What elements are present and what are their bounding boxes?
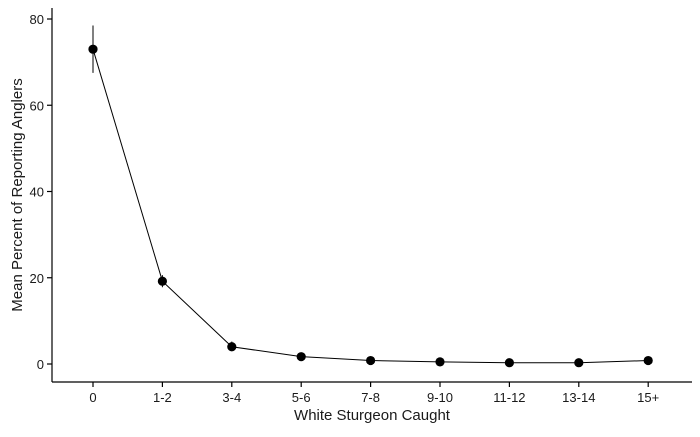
x-tick-label: 13-14 <box>562 390 595 405</box>
x-axis-label: White Sturgeon Caught <box>294 407 451 424</box>
y-tick-label: 80 <box>30 12 44 27</box>
x-tick-label: 3-4 <box>222 390 241 405</box>
data-point <box>296 352 306 362</box>
y-tick-label: 0 <box>37 357 44 372</box>
y-tick-label: 40 <box>30 185 44 200</box>
data-point <box>435 357 445 367</box>
data-point <box>366 355 376 366</box>
data-series <box>88 25 653 368</box>
data-point <box>574 358 584 368</box>
data-point <box>157 276 167 286</box>
y-ticks: 0 20 40 60 80 <box>30 12 52 372</box>
data-point <box>227 342 237 352</box>
y-tick-label: 20 <box>30 271 44 286</box>
x-tick-label: 11-12 <box>493 390 525 405</box>
y-tick-label: 60 <box>30 98 44 113</box>
data-point <box>88 44 98 54</box>
x-tick-label: 1-2 <box>153 390 172 405</box>
x-tick-label: 5-6 <box>292 390 311 405</box>
x-tick-label: 0 <box>89 390 96 405</box>
series-line <box>92 49 649 364</box>
x-ticks: 0 1-2 3-4 5-6 7-8 9-10 11-12 13-14 15+ <box>89 382 659 405</box>
x-tick-label: 15+ <box>637 390 659 405</box>
axes <box>51 8 692 383</box>
x-tick-label: 7-8 <box>361 390 380 405</box>
data-point <box>643 355 653 366</box>
data-point <box>504 358 514 368</box>
x-tick-label: 9-10 <box>427 390 453 405</box>
y-axis-label: Mean Percent of Reporting Anglers <box>9 78 26 311</box>
